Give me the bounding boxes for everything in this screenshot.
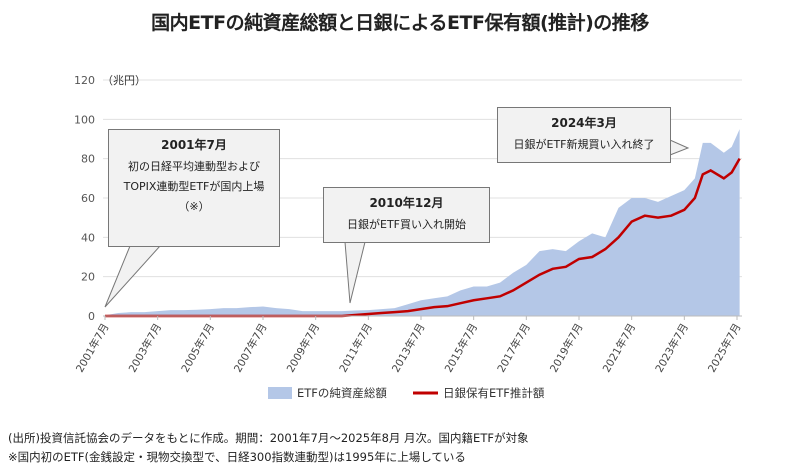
x-tick-label: 2013年7月 — [389, 321, 427, 375]
annotation-text: 初の日経平均連動型および — [128, 160, 260, 173]
y-tick-label: 100 — [74, 113, 95, 126]
x-tick-label: 2011年7月 — [336, 321, 374, 375]
x-tick-label: 2001年7月 — [73, 321, 111, 375]
x-tick-label: 2017年7月 — [494, 321, 532, 375]
chart-title: 国内ETFの純資産総額と日銀によるETF保有額(推計)の推移 — [151, 12, 649, 34]
x-tick-label: 2021年7月 — [600, 321, 638, 375]
series-area-etf-total — [105, 129, 740, 316]
legend-label-etf-total: ETFの純資産総額 — [297, 386, 387, 400]
x-tick-label: 2023年7月 — [652, 321, 690, 375]
callout-tail — [344, 241, 366, 304]
x-tick-label: 2009年7月 — [284, 321, 322, 375]
y-tick-label: 40 — [81, 231, 95, 244]
y-tick-label: 20 — [81, 271, 95, 284]
callout-tail — [669, 139, 690, 156]
x-tick-label: 2003年7月 — [126, 321, 164, 375]
annotation-date: 2024年3月 — [551, 116, 617, 130]
x-tick-label: 2015年7月 — [442, 321, 480, 375]
annotation-2001: 2001年7月 初の日経平均連動型および TOPIX連動型ETFが国内上場 （※… — [108, 129, 280, 247]
footnote-note: ※国内初のETF(金銭設定・現物交換型で、日経300指数連動型)は1995年に上… — [8, 450, 466, 464]
y-tick-label: 80 — [81, 153, 95, 166]
annotation-2024: 2024年3月 日銀がETF新規買い入れ終了 — [497, 107, 671, 163]
annotation-text: 日銀がETF買い入れ開始 — [347, 218, 466, 231]
y-axis-label: （兆円） — [102, 74, 146, 87]
x-tick-label: 2007年7月 — [231, 321, 269, 375]
y-tick-label: 60 — [81, 192, 95, 205]
x-tick-label: 2019年7月 — [547, 321, 585, 375]
x-tick-label: 2025年7月 — [705, 321, 743, 375]
legend-swatch-etf-total — [268, 387, 292, 399]
legend-label-boj: 日銀保有ETF推計額 — [443, 386, 545, 400]
annotation-date: 2001年7月 — [161, 138, 227, 152]
annotation-date: 2010年12月 — [369, 196, 444, 210]
x-tick-label: 2005年7月 — [178, 321, 216, 375]
y-tick-label: 120 — [74, 74, 95, 87]
annotation-2010: 2010年12月 日銀がETF買い入れ開始 — [323, 187, 490, 243]
footnote-source: (出所)投資信託協会のデータをもとに作成。期間：2001年7月～2025年8月 … — [8, 431, 529, 445]
annotation-text: TOPIX連動型ETFが国内上場 — [123, 180, 265, 193]
annotation-text: （※） — [178, 200, 210, 213]
y-tick-label: 0 — [88, 310, 95, 323]
annotation-text: 日銀がETF新規買い入れ終了 — [513, 138, 655, 151]
